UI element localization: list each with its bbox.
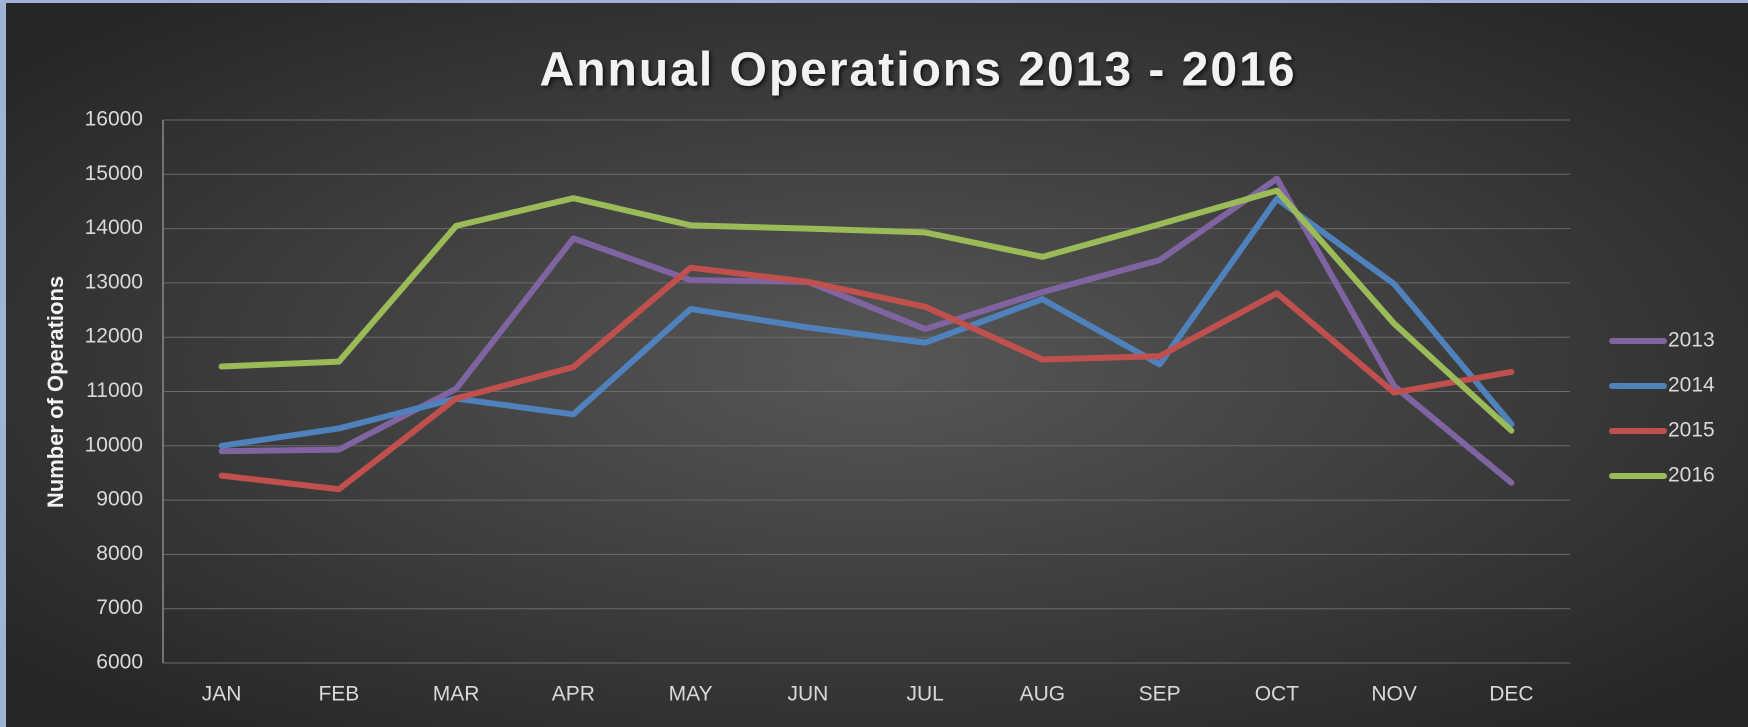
series-line bbox=[218, 264, 1515, 493]
y-tick-label: 10000 bbox=[85, 433, 143, 456]
x-tick-label: MAR bbox=[433, 683, 480, 706]
x-tick-label: JUL bbox=[906, 683, 943, 706]
y-tick-label: 12000 bbox=[85, 325, 143, 348]
y-tick-label: 16000 bbox=[85, 108, 143, 131]
y-tick-label: 15000 bbox=[85, 162, 143, 185]
legend-label: 2013 bbox=[1668, 329, 1715, 352]
x-tick-label: OCT bbox=[1255, 683, 1300, 706]
legend-label: 2016 bbox=[1668, 464, 1715, 487]
y-axis-label: Number of Operations bbox=[43, 276, 68, 508]
x-tick-label: NOV bbox=[1371, 683, 1417, 706]
series-line bbox=[218, 187, 1515, 434]
legend-label: 2015 bbox=[1668, 419, 1715, 442]
x-tick-label: AUG bbox=[1020, 683, 1066, 706]
x-tick-label: JUN bbox=[787, 683, 828, 706]
x-tick-label: FEB bbox=[318, 683, 359, 706]
legend-label: 2014 bbox=[1668, 374, 1715, 397]
x-tick-label: SEP bbox=[1139, 683, 1181, 706]
y-tick-label: 13000 bbox=[85, 270, 143, 293]
y-tick-label: 14000 bbox=[85, 216, 143, 239]
y-tick-label: 7000 bbox=[96, 596, 143, 619]
y-tick-label: 11000 bbox=[86, 379, 143, 402]
x-tick-label: JAN bbox=[202, 683, 242, 706]
x-tick-label: MAY bbox=[669, 683, 713, 706]
y-tick-label: 6000 bbox=[96, 651, 143, 674]
y-tick-label: 9000 bbox=[96, 488, 143, 511]
chart-title: Annual Operations 2013 - 2016 bbox=[540, 44, 1297, 97]
y-tick-label: 8000 bbox=[96, 542, 143, 565]
x-tick-label: DEC bbox=[1489, 683, 1533, 706]
x-tick-label: APR bbox=[552, 683, 595, 706]
